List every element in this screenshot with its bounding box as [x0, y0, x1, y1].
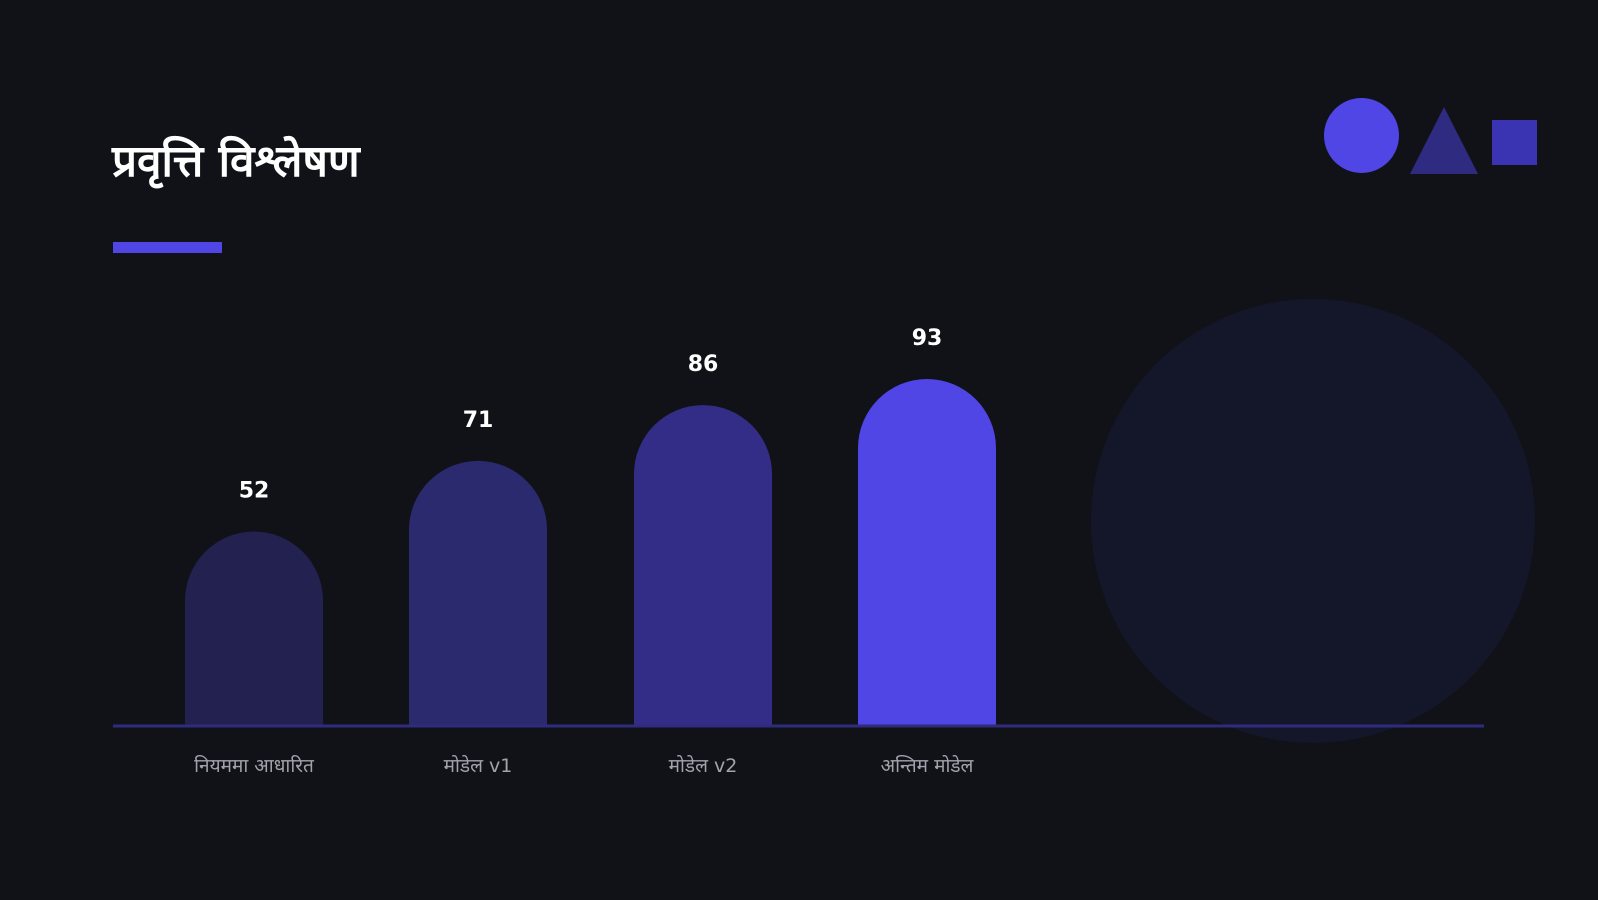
triangle-shape-icon — [1410, 107, 1478, 174]
bar-value-label: 71 — [463, 408, 494, 433]
category-tick-label: नियममा आधारित — [194, 754, 315, 777]
category-tick-label: मोडेल v1 — [444, 754, 513, 777]
bar-value-label: 52 — [239, 479, 270, 504]
slide-title: प्रवृत्ति विश्लेषण — [112, 136, 360, 187]
bar-value-label: 86 — [688, 352, 719, 377]
decorative-background-circle — [1091, 299, 1535, 743]
title-accent-bar — [113, 242, 222, 253]
bar — [185, 531, 323, 725]
bar — [858, 379, 996, 725]
bar — [409, 460, 547, 725]
circle-shape-icon — [1324, 98, 1399, 173]
bar-value-label: 93 — [912, 326, 943, 351]
bar — [634, 405, 772, 725]
square-shape-icon — [1492, 120, 1537, 165]
category-tick-label: अन्तिम मोडेल — [881, 754, 975, 777]
category-tick-label: मोडेल v2 — [669, 754, 738, 777]
